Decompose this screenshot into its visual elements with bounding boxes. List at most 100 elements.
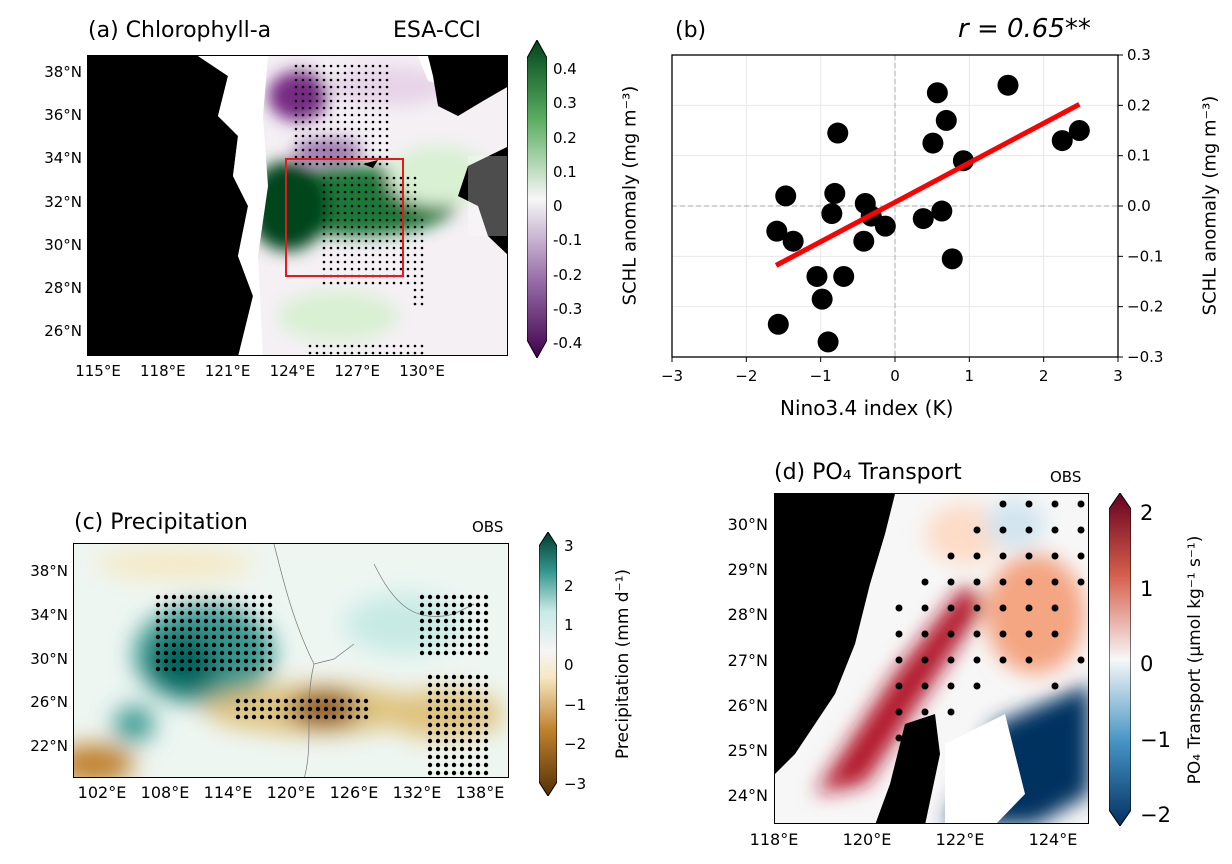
significance-dot	[451, 642, 457, 648]
significance-dot	[243, 602, 249, 608]
significance-dot	[427, 698, 433, 704]
significance-dot	[378, 246, 382, 250]
significance-dot	[294, 120, 298, 124]
significance-dot	[443, 690, 449, 696]
significance-dot	[259, 658, 265, 664]
significance-dot	[219, 658, 225, 664]
significance-dot	[364, 260, 368, 264]
significance-dot	[385, 127, 389, 131]
significance-dot	[973, 578, 981, 586]
significance-dot	[315, 127, 319, 131]
significance-dot	[427, 722, 433, 728]
significance-dot	[308, 127, 312, 131]
significance-dot	[322, 85, 326, 89]
significance-dot	[399, 232, 403, 236]
significance-dot	[406, 246, 410, 250]
significance-dot	[999, 630, 1007, 638]
significance-dot	[350, 106, 354, 110]
significance-dot	[357, 106, 361, 110]
significance-dot	[921, 578, 929, 586]
significance-dot	[371, 253, 375, 257]
significance-dot	[459, 650, 465, 656]
significance-dot	[947, 578, 955, 586]
significance-dot	[315, 85, 319, 89]
significance-dot	[329, 113, 333, 117]
x-tick-label: −3	[661, 367, 683, 385]
significance-dot	[475, 610, 481, 616]
significance-dot	[364, 197, 368, 201]
significance-dot	[459, 698, 465, 704]
significance-dot	[364, 85, 368, 89]
significance-dot	[435, 618, 441, 624]
significance-dot	[322, 351, 326, 355]
significance-dot	[322, 239, 326, 243]
colorbar-c-label: Precipitation (mm d⁻¹)	[613, 568, 633, 760]
significance-dot	[171, 650, 177, 656]
significance-dot	[350, 211, 354, 215]
significance-dot	[413, 239, 417, 243]
significance-dot	[187, 658, 193, 664]
data-point	[853, 230, 875, 252]
significance-dot	[235, 698, 241, 704]
data-point	[874, 215, 896, 237]
significance-dot	[371, 71, 375, 75]
significance-dot	[385, 176, 389, 180]
significance-dot	[467, 690, 473, 696]
significance-dot	[347, 698, 353, 704]
significance-dot	[350, 351, 354, 355]
significance-dot	[406, 197, 410, 201]
significance-dot	[243, 698, 249, 704]
significance-dot	[475, 650, 481, 656]
significance-dot	[378, 134, 382, 138]
significance-dot	[211, 650, 217, 656]
significance-dot	[443, 714, 449, 720]
significance-dot	[315, 714, 321, 720]
significance-dot	[251, 658, 257, 664]
significance-dot	[195, 602, 201, 608]
significance-dot	[413, 183, 417, 187]
y-axis-label: SCHL anomaly (mg m⁻³)	[1199, 95, 1221, 316]
significance-dot	[267, 642, 273, 648]
significance-dot	[467, 618, 473, 624]
significance-dot	[171, 610, 177, 616]
significance-dot	[323, 714, 329, 720]
significance-dot	[259, 714, 265, 720]
significance-dot	[973, 526, 981, 534]
significance-dot	[195, 634, 201, 640]
significance-dot	[336, 127, 340, 131]
significance-dot	[336, 211, 340, 215]
significance-dot	[451, 754, 457, 760]
significance-dot	[267, 714, 273, 720]
significance-dot	[322, 211, 326, 215]
significance-dot	[329, 211, 333, 215]
significance-dot	[343, 85, 347, 89]
significance-dot	[301, 134, 305, 138]
significance-dot	[420, 232, 424, 236]
significance-dot	[451, 634, 457, 640]
significance-dot	[357, 113, 361, 117]
significance-dot	[322, 78, 326, 82]
significance-dot	[413, 288, 417, 292]
colorbar-tick: 1	[564, 616, 574, 635]
significance-dot	[947, 682, 955, 690]
significance-dot	[443, 618, 449, 624]
significance-dot	[385, 155, 389, 159]
significance-dot	[385, 260, 389, 264]
significance-dot	[364, 120, 368, 124]
significance-dot	[343, 351, 347, 355]
significance-dot	[343, 92, 347, 96]
significance-dot	[467, 650, 473, 656]
significance-dot	[483, 602, 489, 608]
significance-dot	[336, 106, 340, 110]
significance-dot	[399, 281, 403, 285]
significance-dot	[315, 106, 319, 110]
significance-dot	[343, 148, 347, 152]
significance-dot	[357, 281, 361, 285]
lat-tick: 26°N	[727, 695, 768, 715]
significance-dot	[350, 99, 354, 103]
significance-dot	[427, 642, 433, 648]
significance-dot	[343, 134, 347, 138]
x-tick-label: 2	[1039, 367, 1049, 385]
significance-dot	[973, 604, 981, 612]
significance-dot	[385, 225, 389, 229]
